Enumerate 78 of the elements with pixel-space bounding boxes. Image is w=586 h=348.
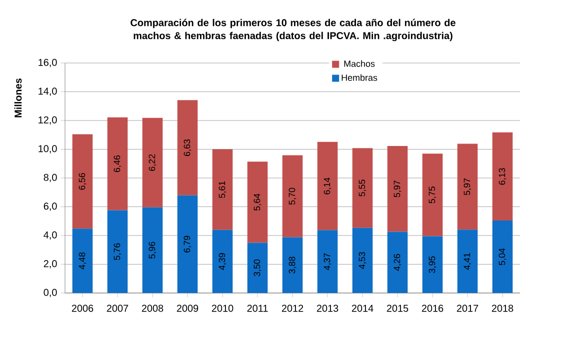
bar xyxy=(107,117,128,210)
data-label: 4,53 xyxy=(358,252,366,269)
bar xyxy=(387,232,408,293)
bar xyxy=(457,230,478,293)
bar xyxy=(212,230,233,293)
data-label: 3,88 xyxy=(288,256,296,274)
data-label: 3,50 xyxy=(254,259,262,276)
data-label: 5,76 xyxy=(114,243,122,260)
y-tick-label: 8,0 xyxy=(44,174,57,182)
data-label: 6,63 xyxy=(184,139,192,156)
data-label: 6,22 xyxy=(148,154,156,171)
bar xyxy=(247,162,268,243)
data-label: 5,70 xyxy=(288,188,296,205)
bar xyxy=(317,142,338,230)
data-label: 5,97 xyxy=(464,178,472,196)
y-tick-label: 4,0 xyxy=(44,231,57,240)
data-label: 5,04 xyxy=(498,248,506,266)
data-label: 6,13 xyxy=(498,168,506,185)
x-tick-label: 2010 xyxy=(212,304,234,312)
data-label: 5,61 xyxy=(218,181,226,198)
x-tick-label: 2011 xyxy=(247,304,268,312)
bar xyxy=(317,230,338,293)
bar xyxy=(457,144,478,230)
y-tick-label: 0,0 xyxy=(44,288,57,298)
data-label: 6,46 xyxy=(114,155,122,172)
bar xyxy=(212,149,233,230)
data-label: 5,55 xyxy=(358,180,366,196)
bar xyxy=(107,210,128,293)
x-tick-label: 2015 xyxy=(386,304,408,312)
bar xyxy=(72,228,93,293)
data-label: 6,79 xyxy=(184,236,192,252)
bar xyxy=(422,236,443,293)
x-tick-label: 2007 xyxy=(106,304,128,312)
bar xyxy=(282,155,303,238)
bar xyxy=(492,132,513,221)
y-axis-title: Millones xyxy=(14,78,22,118)
x-tick-label: 2017 xyxy=(456,304,478,312)
y-tick-label: 2,0 xyxy=(44,260,57,268)
x-tick-label: 2009 xyxy=(176,304,198,312)
y-tick-label: 16,0 xyxy=(38,58,57,68)
x-tick-label: 2012 xyxy=(282,304,304,312)
data-label: 5,75 xyxy=(428,186,436,204)
y-tick-label: 12,0 xyxy=(38,116,57,125)
data-label: 4,48 xyxy=(78,252,86,270)
legend-label: Hembras xyxy=(342,74,378,81)
x-tick-label: 2008 xyxy=(142,304,164,312)
bar xyxy=(387,146,408,232)
bar xyxy=(142,207,163,293)
data-label: 4,39 xyxy=(218,253,226,270)
bar xyxy=(247,242,268,293)
y-tick-label: 10,0 xyxy=(38,145,57,154)
bar xyxy=(142,118,163,208)
x-tick-label: 2013 xyxy=(316,304,338,312)
y-tick-label: 14,0 xyxy=(38,88,57,96)
bar xyxy=(352,228,373,293)
bar xyxy=(177,195,198,293)
data-label: 3,95 xyxy=(428,256,436,273)
bar xyxy=(492,220,513,293)
x-tick-label: 2006 xyxy=(72,304,94,312)
data-label: 4,37 xyxy=(324,253,332,270)
bar xyxy=(72,134,93,229)
data-label: 6,56 xyxy=(78,173,86,190)
y-tick-label: 6,0 xyxy=(44,202,57,211)
data-label: 5,96 xyxy=(148,242,156,259)
bar xyxy=(352,148,373,228)
x-tick-label: 2014 xyxy=(352,304,374,312)
bar xyxy=(422,154,443,236)
data-label: 4,41 xyxy=(464,253,472,270)
data-label: 6,14 xyxy=(324,178,332,194)
bar xyxy=(282,237,303,293)
x-tick-label: 2016 xyxy=(422,304,444,312)
legend-label: Machos xyxy=(344,60,375,67)
data-label: 5,97 xyxy=(394,180,402,198)
data-label: 5,64 xyxy=(254,194,262,211)
data-label: 4,26 xyxy=(394,254,402,271)
chart-title: Comparación de los primeros 10 meses de cada año del número de machos & hembras faenadas (datos del IPCVA. Min .agroindustria) xyxy=(130,18,456,42)
bar xyxy=(177,100,198,196)
x-tick-label: 2018 xyxy=(492,304,514,312)
